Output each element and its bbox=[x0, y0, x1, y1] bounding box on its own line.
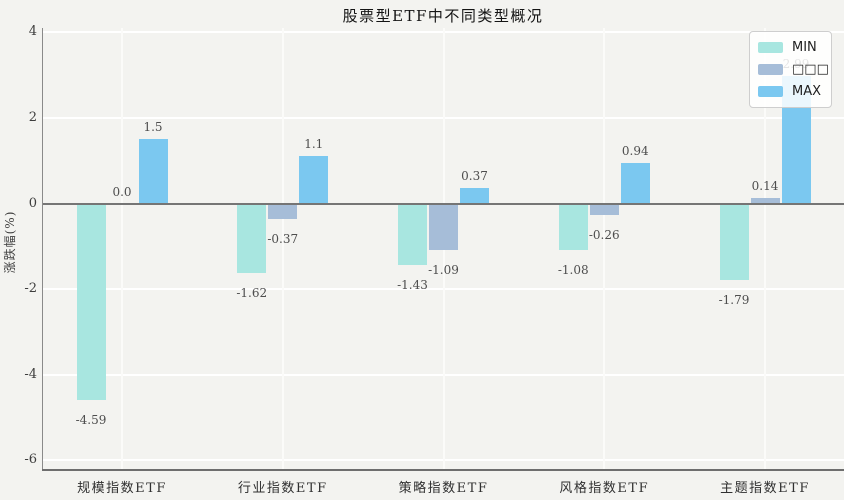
legend: MIN □□□ MAX bbox=[749, 31, 832, 108]
value-label: -0.26 bbox=[588, 227, 620, 242]
legend-swatch-max bbox=[758, 86, 783, 97]
value-label: 0.0 bbox=[112, 184, 132, 199]
value-label: 0.14 bbox=[751, 178, 779, 193]
x-axis-spine bbox=[42, 469, 844, 471]
value-label: 0.94 bbox=[621, 144, 649, 159]
value-label: 1.1 bbox=[304, 137, 324, 152]
value-label: -1.09 bbox=[428, 263, 459, 278]
bar-min bbox=[237, 203, 267, 273]
bar-median bbox=[268, 203, 298, 220]
value-label: 0.37 bbox=[461, 168, 488, 183]
x-tick-label: 行业指数ETF bbox=[237, 481, 328, 496]
bar-max bbox=[620, 163, 650, 204]
x-tick-label: 规模指数ETF bbox=[77, 481, 167, 496]
value-label: -4.59 bbox=[75, 413, 107, 428]
bar-max bbox=[299, 156, 329, 204]
value-label: -1.79 bbox=[718, 293, 750, 308]
chart-title: 股票型ETF中不同类型概况 bbox=[342, 7, 544, 25]
y-tick-label: 0 bbox=[28, 195, 37, 211]
y-tick-label: -2 bbox=[24, 281, 37, 297]
value-label: 1.5 bbox=[143, 120, 163, 135]
x-tick-label: 主题指数ETF bbox=[720, 481, 810, 496]
value-label: -1.08 bbox=[557, 262, 589, 277]
bar-min bbox=[558, 203, 588, 250]
bar-median bbox=[429, 203, 458, 251]
y-tick-label: -4 bbox=[24, 366, 37, 382]
zero-line bbox=[42, 202, 844, 205]
legend-label-max: MAX bbox=[792, 84, 822, 99]
legend-item-max: MAX bbox=[758, 84, 821, 99]
legend-item-min: MIN bbox=[758, 40, 821, 55]
legend-label-min: MIN bbox=[792, 40, 817, 55]
legend-swatch-median bbox=[758, 64, 783, 75]
grid-line-vertical bbox=[603, 28, 606, 469]
y-tick-label: 4 bbox=[28, 24, 37, 40]
x-tick-label: 风格指数ETF bbox=[559, 481, 650, 496]
legend-swatch-min bbox=[758, 42, 783, 53]
y-axis-spine bbox=[42, 28, 43, 470]
y-tick-label: -6 bbox=[24, 452, 37, 468]
value-label: -0.37 bbox=[267, 232, 299, 247]
bar-median bbox=[589, 203, 619, 215]
legend-item-median: □□□ bbox=[758, 62, 829, 77]
grid-line-vertical bbox=[281, 28, 284, 469]
bar-min bbox=[719, 203, 749, 281]
x-tick-label: 策略指数ETF bbox=[398, 481, 489, 496]
y-tick-label: 2 bbox=[28, 109, 37, 125]
grid-line-vertical bbox=[121, 28, 123, 469]
bar-min bbox=[76, 203, 106, 401]
value-label: -1.43 bbox=[397, 277, 428, 292]
bar-min bbox=[398, 203, 427, 265]
legend-label-median: □□□ bbox=[792, 62, 829, 77]
grid-line-vertical bbox=[764, 28, 766, 469]
bar-max bbox=[460, 187, 489, 204]
bar-max bbox=[138, 139, 168, 204]
bar-median bbox=[750, 197, 780, 204]
value-label: -1.62 bbox=[236, 285, 268, 300]
